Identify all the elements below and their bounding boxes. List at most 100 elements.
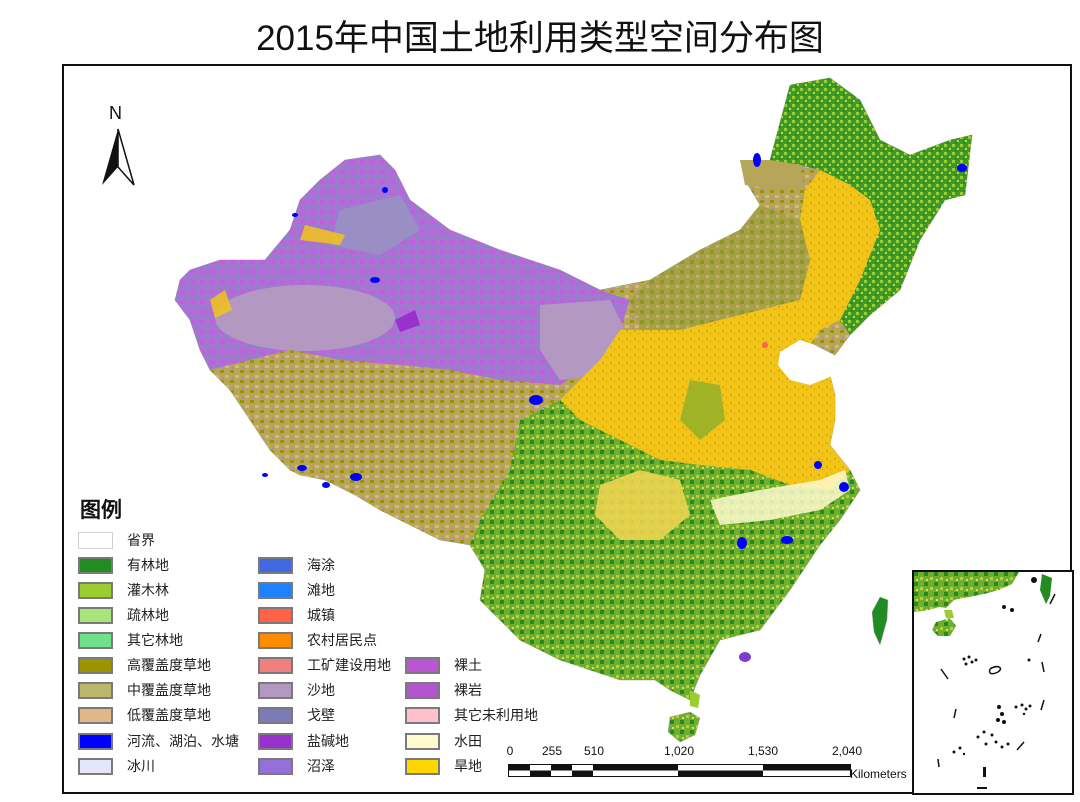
beijing-city: [762, 342, 768, 348]
legend-label: 城镇: [307, 608, 335, 624]
tibet-plateau: [210, 350, 520, 540]
legend-item-rural-settlement: 农村居民点: [258, 630, 377, 650]
legend-item-province-boundary: 省界: [78, 530, 155, 550]
legend-label: 沼泽: [307, 759, 335, 775]
south-china: [470, 400, 860, 700]
scale-bar-graphic: [508, 764, 851, 777]
legend-item-industrial: 工矿建设用地: [258, 655, 391, 675]
qinghai-lake: [529, 395, 543, 405]
legend-label: 滩地: [307, 583, 335, 599]
legend-item-saline: 盐碱地: [258, 731, 349, 751]
legend-label: 戈壁: [307, 708, 335, 724]
legend-swatch: [78, 656, 113, 674]
legend-swatch: [258, 732, 293, 750]
hainan: [667, 711, 701, 743]
legend-label: 农村居民点: [307, 633, 377, 649]
south-china-sea-inset: [912, 570, 1074, 795]
legend-swatch: [78, 531, 113, 549]
legend-swatch: [405, 757, 440, 775]
yangtze-paddy: [710, 470, 850, 525]
scale-unit: Kilometers: [850, 767, 907, 781]
legend-item-high-grass: 高覆盖度草地: [78, 655, 211, 675]
tibet-lake-3: [322, 482, 330, 488]
tibet-lake-2: [297, 465, 307, 471]
legend-swatch: [78, 606, 113, 624]
scale-label-255: 255: [541, 744, 563, 758]
gd-delta: [739, 652, 751, 662]
legend-item-water: 河流、湖泊、水塘: [78, 731, 239, 751]
legend-item-beach: 滩地: [258, 580, 335, 600]
legend-item-mid-grass: 中覆盖度草地: [78, 680, 211, 700]
legend-label: 高覆盖度草地: [127, 658, 211, 674]
nw-lake-2: [292, 213, 298, 217]
legend-label: 其它林地: [127, 633, 183, 649]
legend-item-tidal-flat: 海涂: [258, 555, 335, 575]
inner-mongolia: [630, 205, 810, 330]
legend-label: 河流、湖泊、水塘: [127, 734, 239, 750]
legend-label: 中覆盖度草地: [127, 683, 211, 699]
bohai-sea: [778, 340, 835, 385]
nw-farmland: [300, 225, 345, 245]
legend-item-forest: 有林地: [78, 555, 169, 575]
north-label: N: [109, 103, 122, 123]
legend-swatch: [78, 757, 113, 775]
legend-item-gobi: 戈壁: [258, 705, 335, 725]
inset-map: [914, 572, 1056, 789]
map-title: 2015年中国土地利用类型空间分布图: [256, 19, 824, 58]
legend-item-low-grass: 低覆盖度草地: [78, 705, 211, 725]
legend-swatch: [258, 556, 293, 574]
legend-label: 灌木林: [127, 583, 169, 599]
leizhou: [690, 690, 700, 708]
northeast-forest: [770, 78, 972, 335]
legend-swatch: [78, 581, 113, 599]
poyang-lake: [737, 537, 747, 549]
legend-label: 低覆盖度草地: [127, 708, 211, 724]
legend-swatch: [258, 656, 293, 674]
legend-label: 省界: [127, 533, 155, 549]
legend-item-other-forest: 其它林地: [78, 630, 183, 650]
north-arrow: N: [100, 103, 136, 187]
scale-label-2040: 2,040: [831, 744, 863, 758]
scale-label-1020: 1,020: [663, 744, 695, 758]
hulunbuir-grassland: [740, 160, 805, 190]
nw-lake-1: [382, 187, 388, 193]
legend-item-marsh: 沼泽: [258, 756, 335, 776]
legend-swatch: [258, 631, 293, 649]
scale-bar: 0 255 510 1,020 1,530 2,040 Kilometers: [505, 744, 925, 784]
legend-item-paddy: 水田: [405, 731, 482, 751]
hongze-lake: [814, 461, 822, 469]
legend-swatch: [258, 706, 293, 724]
legend-label: 其它未利用地: [454, 708, 538, 724]
legend-swatch: [405, 706, 440, 724]
loess-plateau: [680, 380, 725, 440]
legend-item-bare-soil: 裸土: [405, 655, 482, 675]
tibet-lake-1: [350, 473, 362, 481]
legend-label: 有林地: [127, 558, 169, 574]
hulun-lake: [753, 153, 761, 167]
legend-item-dryland: 旱地: [405, 756, 482, 776]
legend-item-glacier: 冰川: [78, 756, 155, 776]
legend-swatch: [258, 757, 293, 775]
legend-item-bare-rock: 裸岩: [405, 680, 482, 700]
legend-item-other-unused: 其它未利用地: [405, 705, 538, 725]
taiwan: [871, 596, 889, 646]
legend-label: 海涂: [307, 558, 335, 574]
tai-lake: [839, 482, 849, 492]
north-arrow-icon: [102, 128, 135, 186]
legend-swatch: [405, 656, 440, 674]
scale-label-0: 0: [506, 744, 514, 758]
legend-swatch: [405, 732, 440, 750]
legend-swatch: [78, 556, 113, 574]
bosten-lake: [370, 277, 380, 283]
legend-item-sparse-forest: 疏林地: [78, 605, 169, 625]
legend-label: 冰川: [127, 759, 155, 775]
legend-swatch: [258, 606, 293, 624]
legend-title: 图例: [80, 498, 122, 522]
legend-item-shrub: 灌木林: [78, 580, 169, 600]
legend-label: 旱地: [454, 759, 482, 775]
xingkai-lake: [957, 164, 967, 172]
legend-swatch: [78, 732, 113, 750]
legend-swatch: [258, 581, 293, 599]
scale-label-1530: 1,530: [747, 744, 779, 758]
